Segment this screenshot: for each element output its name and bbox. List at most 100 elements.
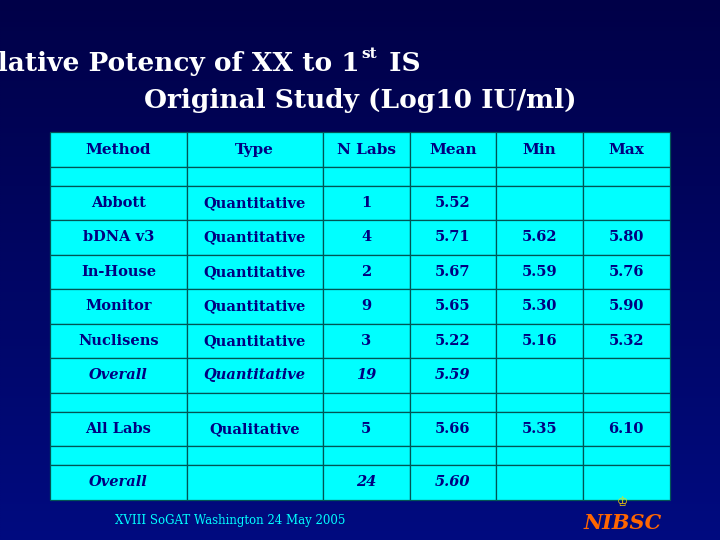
Bar bbox=[323, 446, 410, 465]
Bar bbox=[0, 468, 720, 470]
Text: 5.52: 5.52 bbox=[435, 196, 471, 210]
Text: 5.59: 5.59 bbox=[522, 265, 557, 279]
Bar bbox=[0, 189, 720, 191]
Bar bbox=[0, 174, 720, 177]
Bar bbox=[0, 198, 720, 200]
Bar bbox=[0, 481, 720, 482]
Bar bbox=[0, 403, 720, 405]
Bar bbox=[0, 25, 720, 27]
Bar bbox=[0, 322, 720, 324]
Bar bbox=[0, 312, 720, 313]
Bar bbox=[583, 167, 670, 186]
Text: 5: 5 bbox=[361, 422, 372, 436]
Bar bbox=[323, 358, 410, 393]
Text: Overall: Overall bbox=[89, 475, 148, 489]
Bar bbox=[0, 144, 720, 146]
Text: 5.22: 5.22 bbox=[435, 334, 471, 348]
Bar bbox=[583, 465, 670, 500]
Bar bbox=[0, 272, 720, 274]
Bar bbox=[583, 393, 670, 411]
Bar bbox=[0, 275, 720, 277]
Bar bbox=[0, 470, 720, 471]
Bar bbox=[0, 535, 720, 536]
Bar bbox=[0, 173, 720, 174]
Bar bbox=[0, 342, 720, 344]
Bar bbox=[0, 214, 720, 216]
Bar bbox=[0, 484, 720, 486]
Bar bbox=[0, 444, 720, 447]
Text: 5.71: 5.71 bbox=[435, 231, 471, 245]
Bar bbox=[0, 441, 720, 443]
Bar bbox=[0, 43, 720, 45]
Bar bbox=[0, 52, 720, 54]
Bar bbox=[0, 31, 720, 32]
Bar bbox=[0, 92, 720, 93]
Bar bbox=[0, 282, 720, 285]
Text: 5.30: 5.30 bbox=[522, 299, 557, 313]
Text: Relative Potency of XX to 1: Relative Potency of XX to 1 bbox=[0, 51, 359, 76]
Bar bbox=[0, 117, 720, 119]
Bar bbox=[0, 225, 720, 227]
Bar bbox=[0, 417, 720, 420]
Bar bbox=[0, 236, 720, 238]
Bar bbox=[0, 508, 720, 509]
Bar bbox=[0, 336, 720, 339]
Bar bbox=[0, 258, 720, 259]
Text: 5.32: 5.32 bbox=[608, 334, 644, 348]
Bar bbox=[0, 61, 720, 63]
Bar bbox=[50, 186, 186, 220]
Bar bbox=[0, 515, 720, 517]
Bar bbox=[0, 38, 720, 39]
Bar bbox=[186, 167, 323, 186]
Text: Quantitative: Quantitative bbox=[204, 368, 306, 382]
Bar bbox=[50, 220, 186, 255]
Bar bbox=[0, 36, 720, 38]
Bar bbox=[0, 358, 720, 360]
Bar bbox=[0, 398, 720, 400]
Bar bbox=[0, 193, 720, 194]
Bar bbox=[0, 463, 720, 464]
Bar bbox=[0, 459, 720, 461]
Bar bbox=[0, 69, 720, 70]
Text: 5.35: 5.35 bbox=[522, 422, 557, 436]
Bar bbox=[0, 430, 720, 432]
Bar bbox=[0, 58, 720, 59]
Bar bbox=[0, 140, 720, 142]
Bar bbox=[0, 420, 720, 421]
Bar bbox=[50, 446, 186, 465]
Bar bbox=[0, 50, 720, 52]
Bar bbox=[0, 74, 720, 76]
Bar bbox=[0, 374, 720, 376]
Bar bbox=[0, 86, 720, 88]
Bar bbox=[0, 344, 720, 346]
Bar bbox=[0, 59, 720, 61]
Bar bbox=[0, 501, 720, 502]
Text: Quantitative: Quantitative bbox=[204, 299, 306, 313]
Text: Qualitative: Qualitative bbox=[210, 422, 300, 436]
Text: Overall: Overall bbox=[89, 368, 148, 382]
Bar bbox=[0, 16, 720, 18]
Bar bbox=[0, 295, 720, 297]
Bar bbox=[0, 340, 720, 342]
Bar bbox=[496, 411, 583, 446]
Bar bbox=[0, 9, 720, 11]
Bar bbox=[0, 39, 720, 42]
Bar bbox=[0, 409, 720, 410]
Bar bbox=[323, 411, 410, 446]
Bar bbox=[0, 457, 720, 459]
Bar bbox=[0, 97, 720, 99]
Bar bbox=[0, 407, 720, 409]
Text: 5.16: 5.16 bbox=[522, 334, 557, 348]
Bar bbox=[496, 393, 583, 411]
Bar bbox=[0, 131, 720, 133]
Bar bbox=[0, 366, 720, 367]
Bar bbox=[0, 245, 720, 247]
Text: 6.10: 6.10 bbox=[608, 422, 644, 436]
Bar bbox=[0, 241, 720, 243]
Bar bbox=[0, 7, 720, 9]
Bar bbox=[0, 180, 720, 182]
Bar bbox=[0, 128, 720, 130]
Bar bbox=[0, 394, 720, 396]
Bar bbox=[0, 147, 720, 150]
Bar bbox=[0, 335, 720, 336]
